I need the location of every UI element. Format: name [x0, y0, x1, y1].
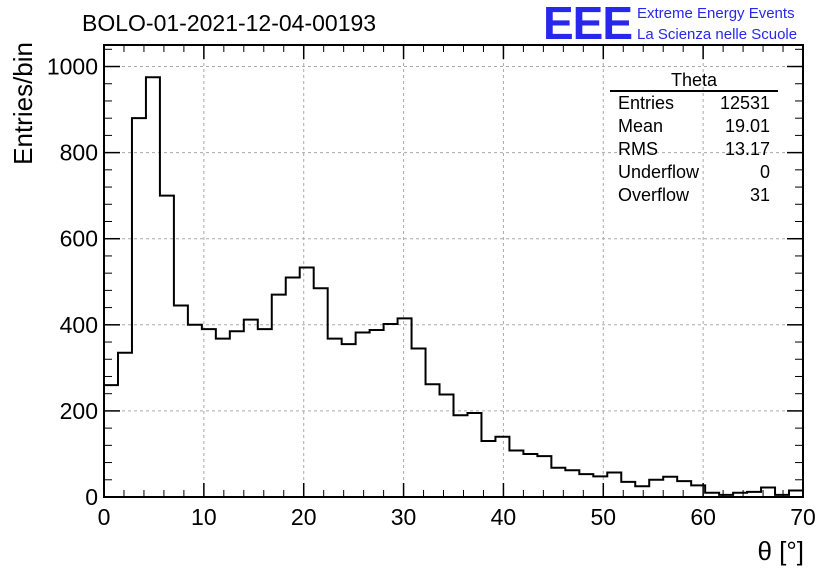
stats-row-mean: Mean 19.01: [610, 115, 778, 138]
stats-box-title: Theta: [610, 70, 778, 92]
brand-line-1: Extreme Energy Events: [637, 5, 795, 22]
stats-label: RMS: [618, 139, 658, 159]
y-tick-label: 1000: [47, 54, 98, 80]
stats-label: Entries: [618, 93, 675, 113]
y-tick-label: 400: [60, 312, 98, 338]
y-axis-label: Entries/bin: [8, 42, 38, 165]
chart-title: BOLO-01-2021-12-04-00193: [82, 10, 377, 36]
plot-frame: [103, 44, 804, 498]
y-tick-label: 200: [60, 398, 98, 424]
x-tick-label: 40: [491, 504, 517, 530]
x-tick-label: 70: [790, 504, 816, 530]
stats-value: 12531: [719, 93, 770, 113]
stats-row-rms: RMS 13.17: [610, 138, 778, 161]
x-tick-label: 60: [690, 504, 716, 530]
stats-value: 13.17: [724, 139, 770, 159]
x-tick-label: 30: [391, 504, 417, 530]
eee-logo: EEE: [543, 0, 633, 49]
x-axis-label: θ [°]: [757, 536, 804, 566]
stats-value: 0: [759, 162, 770, 182]
stats-label: Underflow: [618, 162, 700, 182]
x-tick-label: 20: [291, 504, 317, 530]
stats-box: Theta Entries 12531 Mean 19.01 RMS 13.17…: [610, 70, 778, 207]
x-tick-labels: 0 10 20 30 40 50 60 70: [98, 504, 816, 530]
stats-row-underflow: Underflow 0: [610, 161, 778, 184]
x-tick-label: 10: [191, 504, 217, 530]
stats-label: Overflow: [618, 185, 690, 205]
y-tick-labels: 0 200 400 600 800 1000: [47, 54, 98, 510]
y-tick-label: 0: [85, 484, 98, 510]
histogram-line: [103, 76, 804, 497]
y-tick-label: 800: [60, 140, 98, 166]
y-tick-label: 600: [60, 226, 98, 252]
x-tick-label: 50: [590, 504, 616, 530]
stats-value: 19.01: [724, 116, 770, 136]
brand-line-2: La Scienza nelle Scuole: [637, 26, 798, 43]
axis-ticks: [103, 45, 804, 498]
stats-row-overflow: Overflow 31: [610, 184, 778, 207]
stats-label: Mean: [618, 116, 664, 136]
stats-value: 31: [749, 185, 770, 205]
stats-row-entries: Entries 12531: [610, 92, 778, 115]
x-tick-label: 0: [98, 504, 111, 530]
